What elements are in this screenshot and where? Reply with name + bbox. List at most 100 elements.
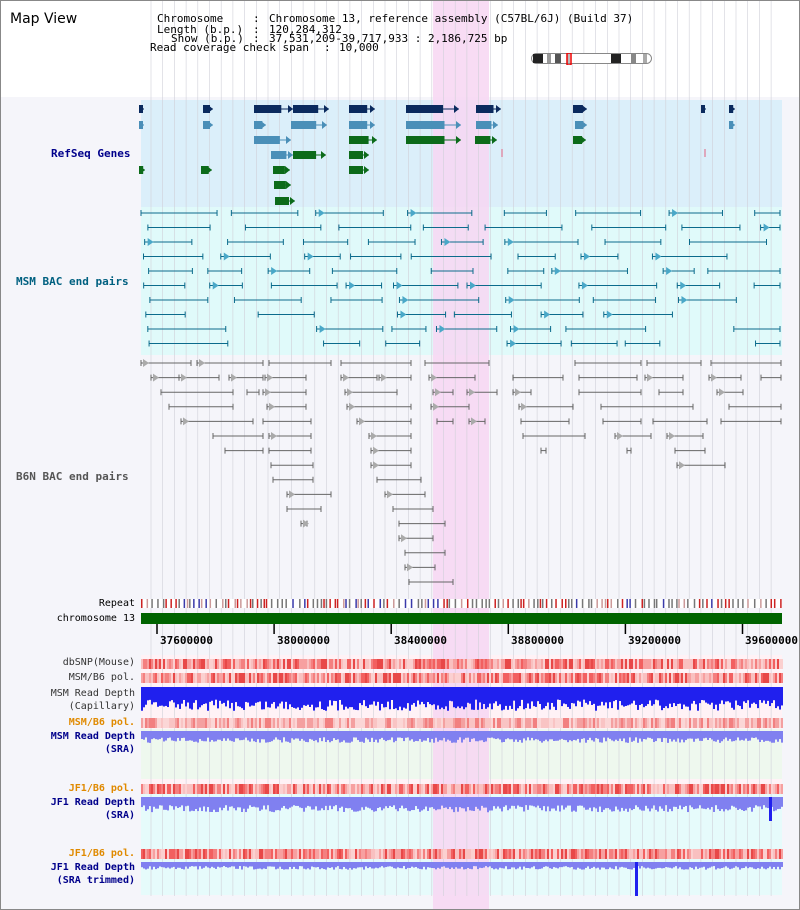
depth-bar <box>619 797 621 812</box>
depth-bar <box>267 731 269 743</box>
depth-bar <box>435 862 437 870</box>
heat-cell <box>365 849 367 859</box>
depth-bar <box>373 862 375 869</box>
depth-bar <box>291 862 293 869</box>
heat-cell <box>647 784 649 794</box>
track-label-msm-bac[interactable]: MSM BAC end pairs <box>16 275 129 288</box>
repeat-element <box>424 599 427 608</box>
gene-arrow <box>582 121 587 129</box>
depth-bar <box>433 862 435 869</box>
heat-cell <box>477 849 479 859</box>
heat-cell <box>629 673 631 683</box>
heat-cell <box>475 849 477 859</box>
heat-cell <box>523 659 525 669</box>
heat-cell <box>273 718 275 728</box>
track-label-b6n-bac[interactable]: B6N BAC end pairs <box>16 470 129 483</box>
bac-end-marker <box>271 267 278 275</box>
heat-cell <box>207 718 209 728</box>
depth-bar <box>475 687 477 700</box>
heat-cell <box>343 849 345 859</box>
depth-bar <box>323 797 325 811</box>
depth-bar <box>747 687 749 701</box>
depth-bar <box>219 797 221 808</box>
heat-cell <box>633 849 635 859</box>
repeat-element <box>265 599 268 608</box>
depth-bar <box>781 797 783 807</box>
heat-cell <box>601 659 603 669</box>
heat-cell <box>687 673 689 683</box>
depth-bar <box>285 797 287 809</box>
heat-cell <box>357 849 359 859</box>
depth-bar <box>331 731 333 742</box>
heat-cell <box>663 673 665 683</box>
depth-bar <box>399 687 401 707</box>
repeat-element <box>234 599 237 608</box>
repeat-element <box>404 599 407 608</box>
depth-bar <box>611 687 613 709</box>
depth-bar <box>299 687 301 711</box>
depth-bar <box>545 797 547 812</box>
heat-cell <box>435 849 437 859</box>
track-label-jf1-b6-pol-trimmed: JF1/B6 pol. <box>68 848 135 859</box>
repeat-element <box>737 599 739 608</box>
heat-cell <box>143 659 145 669</box>
chromosome-ideogram[interactable] <box>531 53 653 65</box>
depth-bar <box>483 731 485 743</box>
heat-cell <box>525 673 527 683</box>
heat-cell <box>263 659 265 669</box>
heat-cell <box>319 718 321 728</box>
depth-bar <box>627 862 629 869</box>
heat-cell <box>627 673 629 683</box>
depth-bar <box>685 862 687 870</box>
heat-cell <box>513 659 515 669</box>
bac-end-marker <box>507 238 514 246</box>
heat-cell <box>525 784 527 794</box>
track-label-refseq[interactable]: RefSeq Genes <box>51 147 131 160</box>
depth-bar <box>507 687 509 710</box>
heat-cell <box>765 718 767 728</box>
repeat-element <box>561 599 563 608</box>
depth-bar <box>505 731 507 740</box>
heat-cell <box>579 718 581 728</box>
heat-cell <box>673 673 675 683</box>
depth-bar <box>741 687 743 710</box>
depth-bar <box>261 731 263 740</box>
heat-cell <box>733 849 735 859</box>
depth-bar <box>441 797 443 806</box>
heat-cell <box>763 784 765 794</box>
heat-cell <box>503 849 505 859</box>
heat-cell <box>661 718 663 728</box>
depth-bar <box>499 862 501 868</box>
depth-bar <box>485 797 487 808</box>
heat-cell <box>715 849 717 859</box>
depth-bar <box>341 862 343 870</box>
depth-bar <box>387 797 389 809</box>
heat-cell <box>641 849 643 859</box>
repeat-element <box>193 599 195 608</box>
depth-bar <box>223 862 225 867</box>
depth-bar <box>251 687 253 706</box>
depth-bar <box>213 797 215 810</box>
heat-cell <box>647 659 649 669</box>
heat-cell <box>325 659 327 669</box>
info-coverage-label: Read coverage check span <box>150 41 309 54</box>
heat-cell <box>163 673 165 683</box>
depth-bar <box>757 687 759 709</box>
depth-bar <box>295 797 297 806</box>
heat-cell <box>321 718 323 728</box>
repeat-element <box>512 599 514 608</box>
heat-cell <box>687 849 689 859</box>
depth-bar <box>225 797 227 806</box>
heat-cell <box>239 718 241 728</box>
info-coverage-value: 10,000 <box>339 41 379 54</box>
heat-cell <box>329 849 331 859</box>
heat-cell <box>343 673 345 683</box>
depth-bar <box>705 797 707 810</box>
heat-cell <box>757 659 759 669</box>
depth-bar <box>221 731 223 742</box>
repeat-element <box>306 599 309 608</box>
depth-bar <box>747 797 749 808</box>
heat-cell <box>719 673 721 683</box>
heat-cell <box>777 784 779 794</box>
